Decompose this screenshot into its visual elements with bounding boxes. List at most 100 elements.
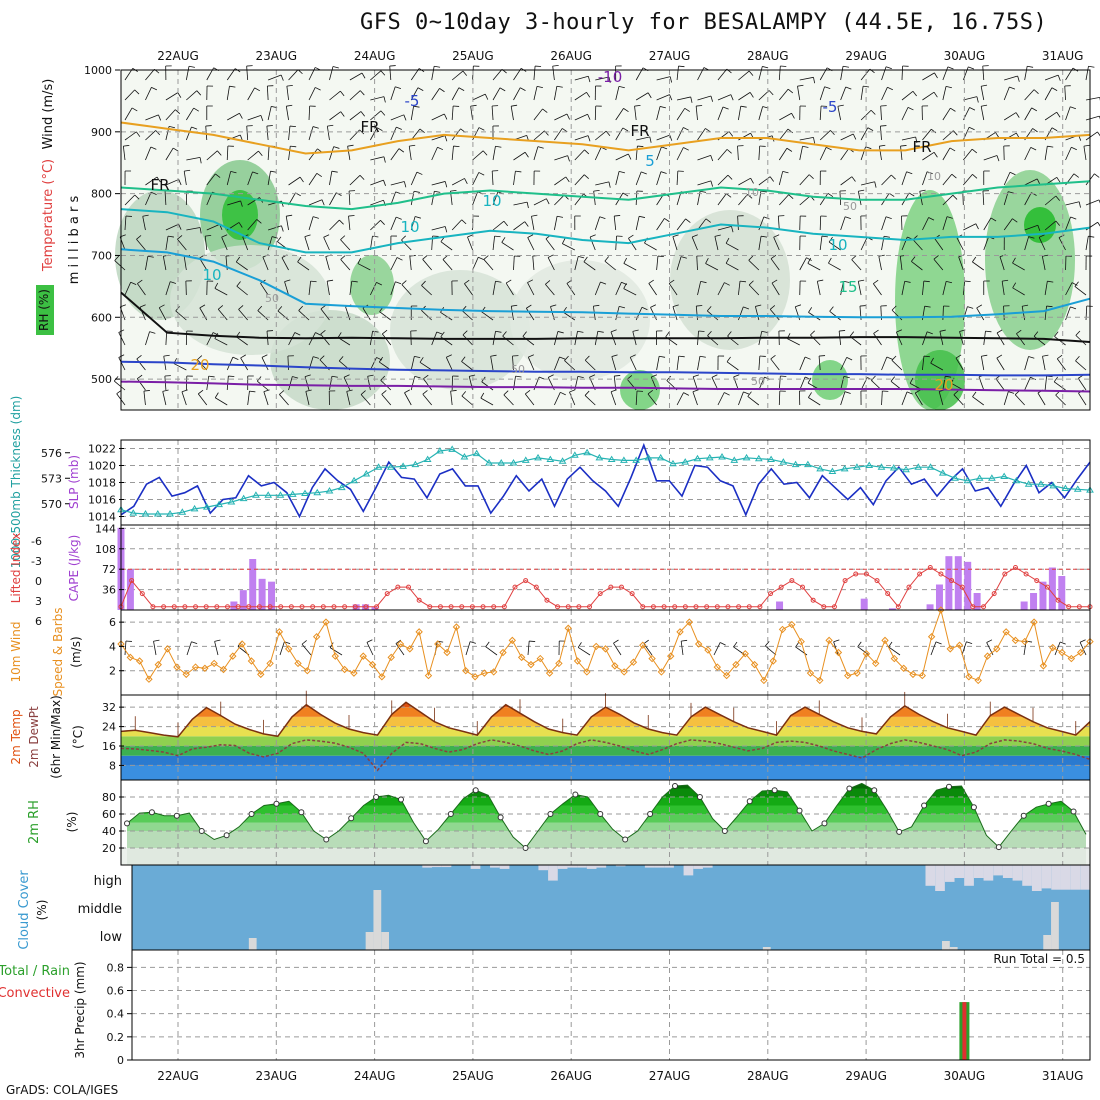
- rh-marker: [124, 820, 130, 827]
- li-marker: [352, 604, 358, 610]
- wind-barb: [615, 153, 629, 161]
- thickness-marker: [1037, 480, 1045, 487]
- y-tick-label: 36: [102, 584, 116, 597]
- wind-barb: [165, 147, 174, 161]
- wind-barb: [390, 181, 405, 186]
- wind-barb-flag: [147, 255, 154, 258]
- wind-barb: [595, 181, 610, 186]
- wind-barb: [1004, 112, 1017, 121]
- wind-barb: [145, 87, 152, 101]
- wind-barb-flag: [1027, 65, 1034, 68]
- wind-barb: [410, 172, 418, 186]
- wind-barb: [758, 356, 761, 371]
- wind-barb: [242, 236, 249, 251]
- thickness-marker: [485, 458, 493, 466]
- wind-barb-flag: [1032, 128, 1038, 133]
- wind-barb: [1003, 86, 1010, 101]
- run-total-label: Run Total = 0.5: [993, 952, 1085, 966]
- wind-barb: [329, 111, 341, 121]
- wind-barb: [260, 283, 269, 296]
- wind-barb: [878, 146, 882, 161]
- wind-barb-flag: [286, 104, 293, 107]
- wind-speed-marker: [778, 625, 787, 634]
- wind-barb: [462, 334, 473, 346]
- wind-speed-marker: [844, 671, 852, 680]
- wind-barb-flag: [791, 113, 795, 119]
- y-tick-label: 24: [102, 721, 116, 734]
- wind-barb: [799, 146, 803, 161]
- wind-barb-flag: [395, 281, 402, 285]
- wind-barb-flag: [885, 66, 892, 70]
- wind-barb: [533, 198, 547, 206]
- wind-barb: [173, 363, 187, 371]
- wind-barb-flag: [136, 235, 142, 240]
- wind-barb-flag: [623, 257, 628, 264]
- wind-barb-flag: [1094, 173, 1100, 178]
- wind-barb-flag: [683, 127, 689, 131]
- thickness-marker: [632, 456, 641, 463]
- high-cloud-bar: [1041, 865, 1052, 889]
- wind-barb: [837, 106, 842, 121]
- wind-barb: [1065, 201, 1080, 206]
- wind-barb-flag: [490, 354, 497, 357]
- wind-barb-flag: [137, 374, 143, 379]
- wind-barb-flag: [577, 642, 582, 648]
- wind-barb-flag: [634, 104, 641, 107]
- wind-barb-flag: [770, 254, 777, 260]
- wind-barb-flag: [1028, 236, 1035, 239]
- wind-barb: [236, 336, 248, 346]
- wind-barb-flag: [593, 190, 600, 192]
- wind-barb-flag: [310, 280, 317, 283]
- wind-barb: [124, 282, 132, 296]
- wind-barb: [656, 146, 662, 161]
- wind-barb-flag: [403, 181, 407, 188]
- li-tick-label: -3: [31, 555, 42, 568]
- wind-barb: [980, 86, 985, 101]
- wind-barb: [1044, 87, 1053, 101]
- wind-barb: [288, 376, 293, 391]
- wind-barb: [963, 223, 977, 231]
- wind-barb: [773, 237, 780, 251]
- wind-barb: [145, 69, 155, 81]
- wind-barb-flag: [136, 131, 141, 137]
- wind-barb-flag: [464, 279, 470, 284]
- wind-barb: [185, 126, 192, 141]
- wind-barb: [705, 263, 719, 271]
- wind-barb-flag: [968, 66, 975, 70]
- wind-barb-flag: [628, 153, 632, 160]
- li-marker: [959, 584, 965, 590]
- li-marker: [938, 571, 944, 577]
- wind-barb-flag: [381, 390, 387, 395]
- wind-speed-marker: [303, 667, 312, 675]
- date-label-bottom: 30AUG: [944, 1069, 986, 1083]
- wind-barb: [461, 310, 473, 321]
- wind-barb: [697, 180, 712, 186]
- wind-barb: [769, 309, 780, 321]
- rh-marker: [1020, 812, 1027, 819]
- wind-speed-marker: [322, 618, 330, 626]
- wind-barb-flag: [946, 216, 953, 219]
- wind-barb: [881, 356, 888, 371]
- wind-barb-flag: [156, 176, 161, 183]
- wind-barb: [758, 236, 762, 251]
- contour-label: 10: [927, 170, 941, 183]
- li-marker: [480, 604, 486, 610]
- high-cloud-bar: [693, 865, 703, 869]
- wind-speed-marker: [1021, 637, 1029, 646]
- wind-barb-flag: [933, 255, 939, 260]
- wind-barb: [584, 359, 596, 371]
- wind-barb-flag: [340, 111, 345, 117]
- high-cloud-bar: [954, 865, 965, 878]
- y-tick-label: 0: [117, 1054, 124, 1067]
- wind-barb-flag: [1079, 639, 1086, 643]
- wind-barb-flag: [191, 641, 198, 644]
- wind-barb-flag: [1070, 306, 1077, 310]
- wind-barb-flag: [972, 174, 978, 179]
- wind-axis-label-b: Speed & Barbs: [51, 608, 65, 697]
- wind-barb-flag: [985, 330, 992, 333]
- wind-barb: [574, 149, 585, 161]
- wind-barb-flag: [461, 219, 467, 225]
- wind-barb: [431, 66, 435, 81]
- wind-barb: [304, 236, 310, 251]
